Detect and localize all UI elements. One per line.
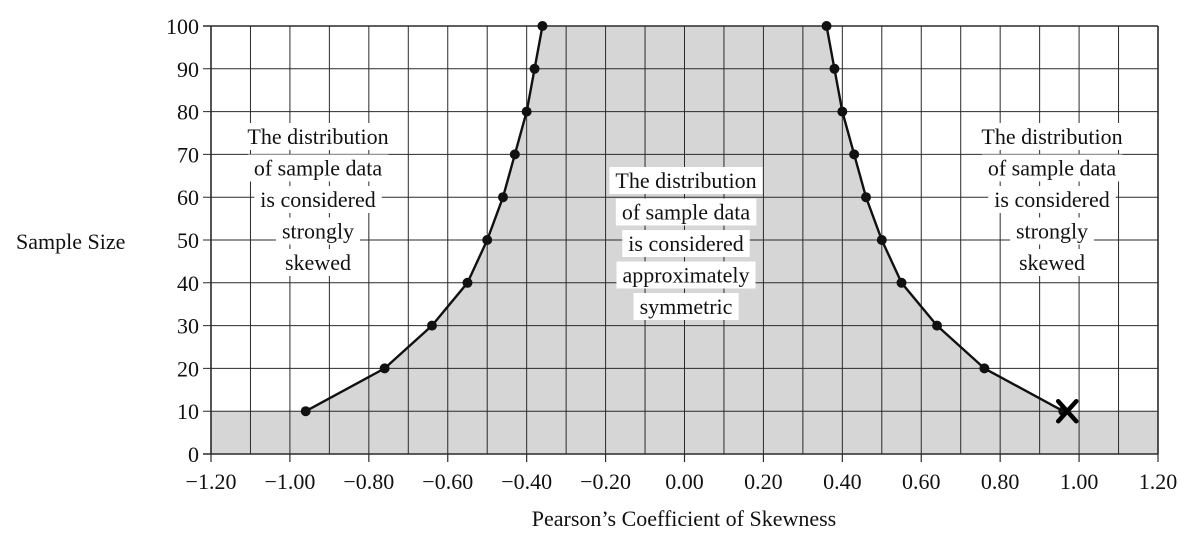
x-tick-label: −1.00 <box>264 469 315 494</box>
region-label-background <box>247 154 389 182</box>
data-point <box>537 21 548 31</box>
data-point <box>876 235 887 245</box>
region-label-center-line: The distribution <box>615 168 756 193</box>
region-label-background <box>615 198 757 226</box>
region-label-background <box>616 261 756 289</box>
data-point <box>497 192 508 203</box>
y-tick-label: 80 <box>177 100 199 125</box>
y-tick-label: 0 <box>188 442 199 467</box>
y-tick-label: 10 <box>177 399 199 424</box>
data-point <box>521 106 532 117</box>
data-point <box>829 63 840 74</box>
y-tick-label: 60 <box>177 185 199 210</box>
y-tick-label: 90 <box>177 57 199 82</box>
region-label-backgrounds <box>241 123 1129 320</box>
series-line-lower <box>305 25 544 413</box>
y-tick-label: 100 <box>166 14 199 39</box>
data-point <box>979 363 990 374</box>
x-tick-label: 0.00 <box>665 469 704 494</box>
region-label-background <box>241 123 395 150</box>
region-label-center-line: of sample data <box>622 200 751 225</box>
tick-labels: −1.20 −1.00 −0.80 −0.60 −0.40 −0.20 0.00 0.20 0.… <box>166 14 1177 494</box>
region-label-background <box>1013 249 1091 276</box>
data-point <box>821 21 832 31</box>
x-tick-label: −1.20 <box>186 469 237 494</box>
data-point <box>849 149 860 160</box>
data-point <box>509 149 520 160</box>
region-label-left-line: strongly <box>282 219 354 244</box>
region-label-right-line: of sample data <box>988 156 1117 181</box>
region-label-center-line: approximately <box>622 263 749 288</box>
series-line-upper <box>825 25 1064 413</box>
x-tick-label: 0.20 <box>744 469 783 494</box>
region-label-left-line: of sample data <box>254 156 383 181</box>
region-label-background <box>622 230 750 257</box>
region-label-left-line: skewed <box>285 250 351 275</box>
region-label-background <box>275 217 361 245</box>
data-point <box>482 235 493 245</box>
y-tick-label: 20 <box>177 356 199 381</box>
data-point <box>861 192 872 203</box>
region-label-center-line: is considered <box>628 231 743 256</box>
x-tick-label: 0.80 <box>981 469 1020 494</box>
y-tick-label: 70 <box>177 142 199 167</box>
x-marker-icon <box>1055 398 1079 424</box>
x-tick-label: 0.40 <box>823 469 862 494</box>
x-tick-label: 1.00 <box>1060 469 1099 494</box>
region-label-background <box>1009 217 1095 245</box>
data-point <box>300 406 311 417</box>
region-label-background <box>981 154 1123 182</box>
region-label-center-line: symmetric <box>640 294 733 319</box>
data-point <box>932 320 943 331</box>
x-tick-label: −0.40 <box>501 469 552 494</box>
y-axis-label: Sample Size <box>16 229 125 254</box>
x-axis-label: Pearson’s Coefficient of Skewness <box>532 506 837 531</box>
x-tick-label: −0.20 <box>580 469 631 494</box>
region-label-background <box>254 186 382 213</box>
data-point <box>896 277 907 288</box>
grid-lines <box>203 25 1159 462</box>
y-tick-label: 30 <box>177 314 199 339</box>
region-label-left-line: The distribution <box>247 124 388 149</box>
region-label-background <box>609 167 763 194</box>
region-label-right-line: is considered <box>994 187 1109 212</box>
region-label-background <box>975 123 1129 150</box>
region-label-background <box>988 186 1116 213</box>
y-tick-label: 40 <box>177 271 199 296</box>
region-label-right-line: The distribution <box>981 124 1122 149</box>
data-point <box>426 320 437 331</box>
data-point <box>529 63 540 74</box>
x-tick-label: 1.20 <box>1139 469 1178 494</box>
region-label-right-line: skewed <box>1019 250 1085 275</box>
x-tick-label: 0.60 <box>902 469 941 494</box>
data-point <box>837 106 848 117</box>
region-label-background <box>633 293 739 320</box>
region-label-left-line: is considered <box>260 187 375 212</box>
x-tick-label: −0.60 <box>422 469 473 494</box>
series-layer <box>300 21 1079 424</box>
region-label-right-line: strongly <box>1016 219 1088 244</box>
data-point <box>379 363 390 374</box>
region-labels: The distribution of sample data is conside… <box>247 124 1122 319</box>
x-tick-label: −0.80 <box>343 469 394 494</box>
region-label-background <box>279 249 357 276</box>
y-tick-label: 50 <box>177 228 199 253</box>
data-point <box>462 277 473 288</box>
